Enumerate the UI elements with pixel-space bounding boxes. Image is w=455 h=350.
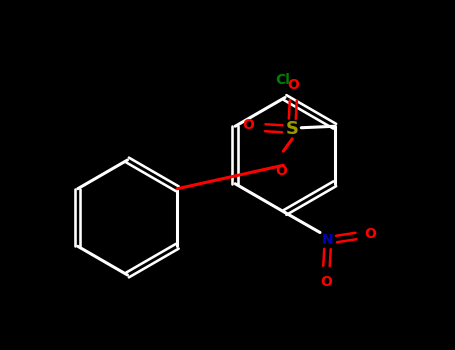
Text: Cl: Cl xyxy=(275,72,290,86)
Text: S: S xyxy=(286,120,299,138)
Text: O: O xyxy=(288,78,299,92)
Text: N: N xyxy=(322,233,334,247)
Text: O: O xyxy=(242,118,254,132)
Text: O: O xyxy=(275,164,287,178)
Text: O: O xyxy=(364,226,376,240)
Text: O: O xyxy=(321,275,333,289)
